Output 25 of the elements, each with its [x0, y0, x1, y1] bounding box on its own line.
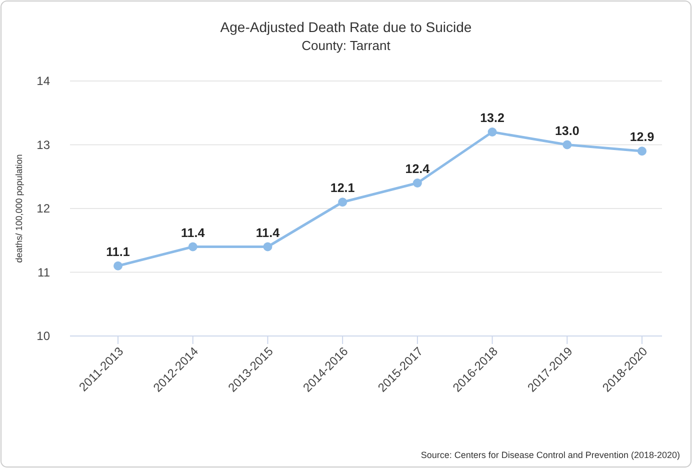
y-tick-label: 13: [36, 138, 50, 152]
data-label: 11.1: [106, 244, 130, 259]
y-tick-label: 11: [38, 265, 50, 280]
data-label: 11.4: [256, 226, 280, 240]
point: [188, 242, 198, 252]
data-label: 12.4: [405, 162, 430, 176]
y-tick-label: 12: [36, 202, 50, 216]
point: [562, 140, 572, 150]
data-label: 12.1: [330, 181, 355, 196]
data-label: 13.0: [554, 124, 580, 138]
y-axis-title: deaths/ 100,000 population: [14, 154, 24, 263]
point: [412, 178, 422, 188]
point: [488, 128, 497, 136]
point: [114, 261, 122, 270]
source-note: Source: Centers for Disease Control and Prevention (2018-2020): [420, 450, 680, 460]
y-tick-label: 14: [36, 74, 50, 88]
y-tick-label: 10: [36, 329, 50, 344]
point: [263, 242, 272, 252]
point: [338, 198, 348, 207]
data-label: 12.9: [630, 130, 654, 144]
chart-subtitle: County: Tarrant: [302, 38, 391, 53]
chart-title: Age-Adjusted Death Rate due to Suicide: [220, 19, 472, 35]
point: [638, 146, 646, 156]
data-label: 11.4: [181, 226, 205, 240]
data-label: 13.2: [480, 111, 504, 125]
